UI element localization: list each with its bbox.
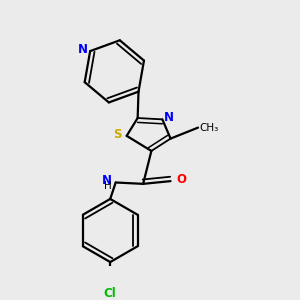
Text: O: O <box>176 173 186 186</box>
Text: Cl: Cl <box>104 287 117 300</box>
Text: N: N <box>102 174 112 187</box>
Text: N: N <box>164 111 174 124</box>
Text: N: N <box>78 43 88 56</box>
Text: H: H <box>104 181 112 191</box>
Text: CH₃: CH₃ <box>200 123 219 133</box>
Text: S: S <box>113 128 122 141</box>
